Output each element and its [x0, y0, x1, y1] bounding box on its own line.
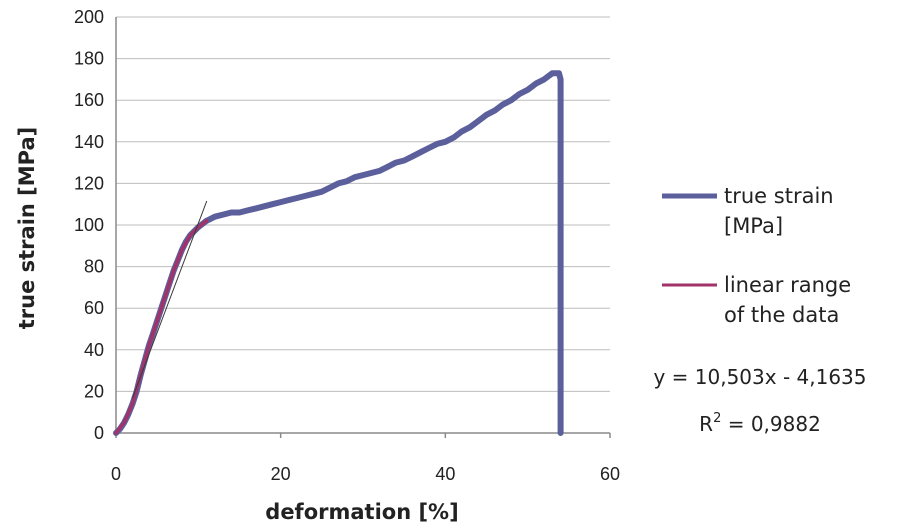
- y-tick-label: 120: [74, 173, 104, 193]
- x-tick-label: 20: [271, 464, 291, 484]
- y-tick-label: 60: [84, 298, 104, 318]
- trendline-annotation: y = 10,503x - 4,1635 R2 = 0,9882: [653, 365, 866, 436]
- y-tick-label: 160: [74, 90, 104, 110]
- x-tick-label: 0: [111, 464, 121, 484]
- trendline-equation: y = 10,503x - 4,1635: [653, 365, 866, 389]
- series-line-linear-range: [114, 219, 209, 435]
- y-tick-label: 100: [74, 215, 104, 235]
- y-tick-label: 180: [74, 49, 104, 69]
- legend-label-linear-range: linear range of the data: [724, 273, 851, 327]
- y-tick-label: 0: [94, 423, 104, 443]
- series-line-true-strain: [113, 70, 564, 436]
- x-tick-label: 40: [435, 464, 455, 484]
- x-axis-title: deformation [%]: [265, 500, 458, 524]
- y-tick-label: 40: [84, 340, 104, 360]
- y-axis-title: true strain [MPa]: [15, 127, 39, 330]
- y-tick-label: 20: [84, 381, 104, 401]
- y-tick-label: 80: [84, 257, 104, 277]
- trendline: [132, 200, 208, 399]
- y-tick-label: 200: [74, 7, 104, 27]
- y-tick-label: 140: [74, 132, 104, 152]
- x-tick-label: 60: [600, 464, 620, 484]
- r-squared-label: R2 = 0,9882: [699, 411, 821, 436]
- grid-lines: [116, 16, 610, 392]
- series-layer: [113, 70, 564, 436]
- x-tick-labels: 0 20 40 60: [111, 433, 620, 484]
- legend: true strain [MPa] linear range of the data: [662, 184, 851, 327]
- legend-label-true-strain: true strain [MPa]: [724, 184, 834, 238]
- y-tick-labels: 0 20 40 60 80 100 120 140 160 180 200: [74, 7, 104, 443]
